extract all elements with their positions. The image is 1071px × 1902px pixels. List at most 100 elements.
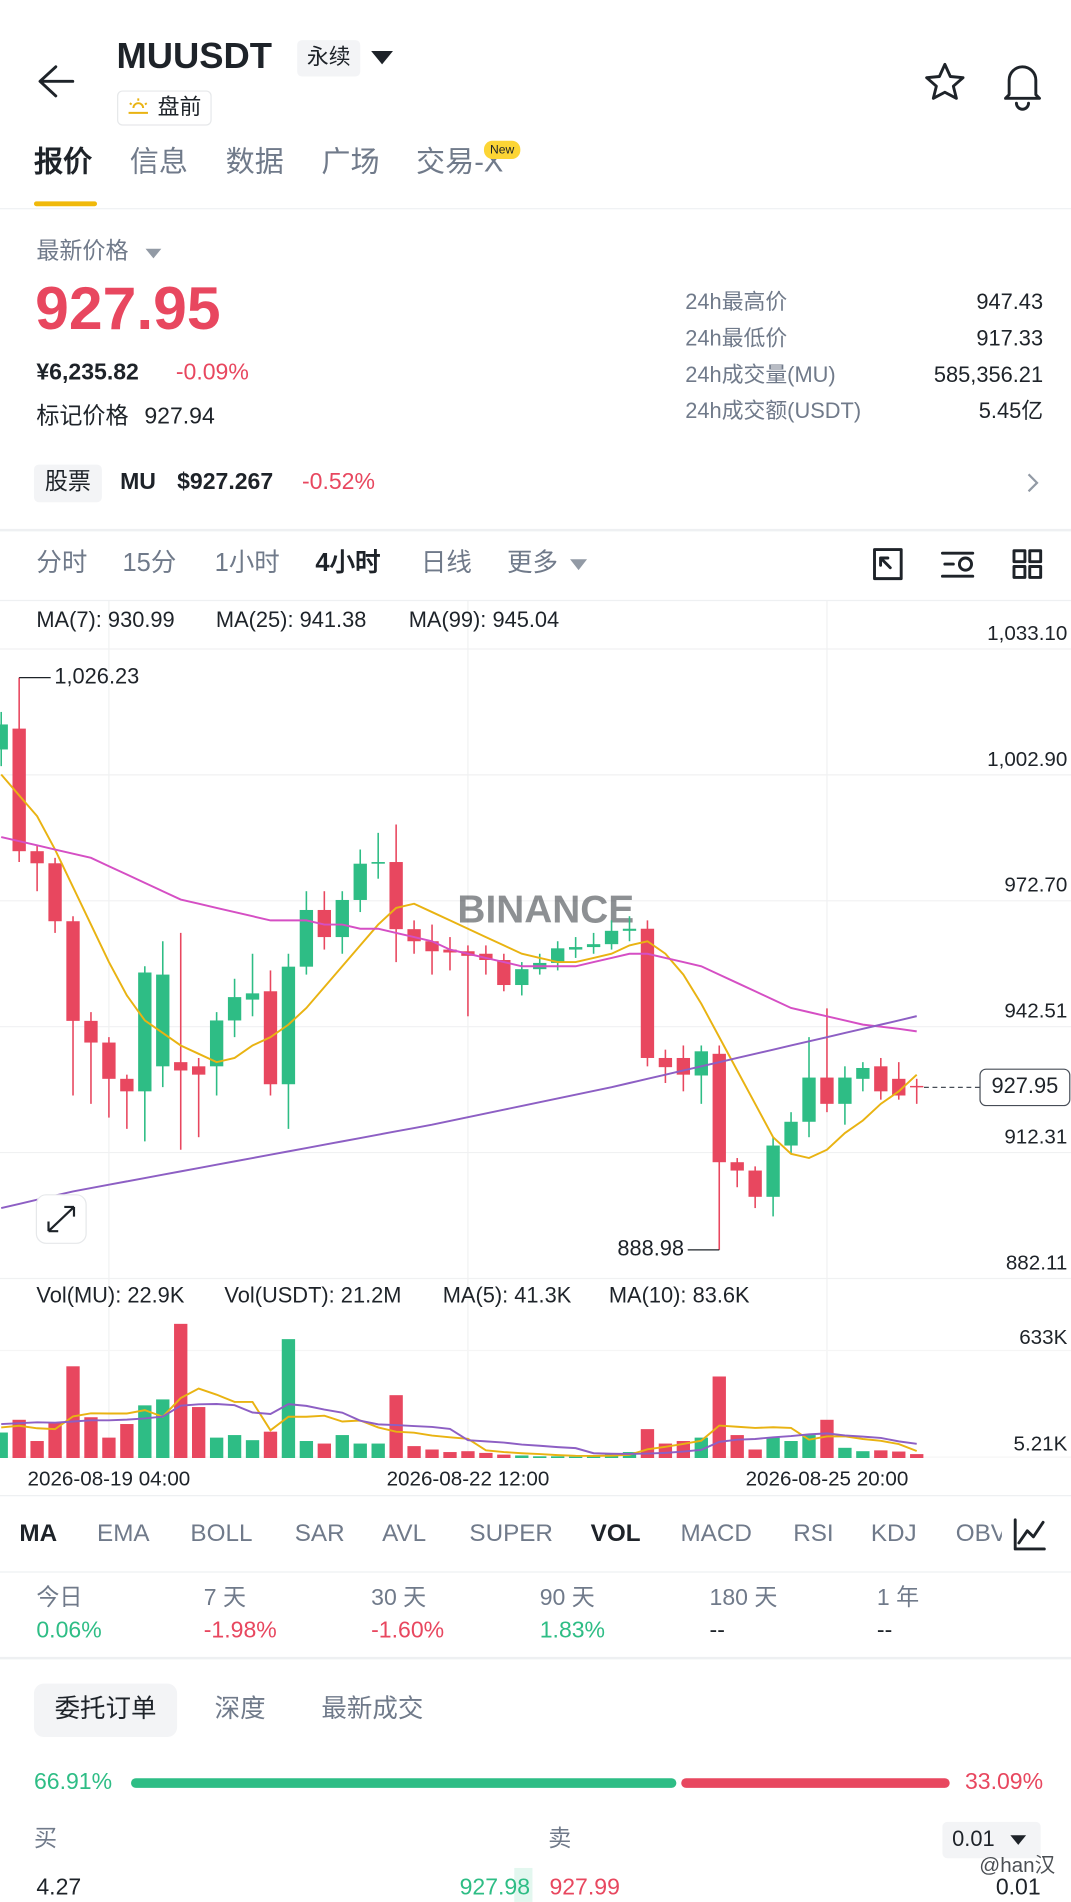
- precision-dropdown: [1010, 1835, 1027, 1845]
- interval[interactable]: 4小时: [315, 549, 380, 577]
- volume-bar: [0, 1432, 8, 1458]
- mark-price-label: 标记价格: [36, 402, 128, 428]
- symbol-dropdown[interactable]: [371, 51, 393, 65]
- perf-label: 180 天: [710, 1584, 778, 1610]
- volume-bar: [84, 1417, 98, 1458]
- perf-value: --: [877, 1617, 892, 1643]
- indicator[interactable]: BOLL: [190, 1520, 252, 1547]
- volume-bar: [192, 1407, 206, 1458]
- volume-bar: [461, 1451, 475, 1458]
- y-tick-label: 5.21K: [1014, 1432, 1068, 1455]
- volume-bar: [748, 1449, 762, 1458]
- stat-value: 917.33: [976, 325, 1043, 350]
- interval[interactable]: 分时: [36, 549, 87, 577]
- candle-body: [156, 974, 170, 1067]
- perf-label: 1 年: [877, 1584, 919, 1610]
- tab[interactable]: 报价: [34, 146, 93, 179]
- candle-body: [227, 997, 242, 1021]
- chart-watermark: BINANCE: [457, 888, 634, 931]
- order-tab[interactable]: 委托订单: [55, 1695, 157, 1723]
- candle-body: [802, 1077, 816, 1122]
- perf-label: 今日: [36, 1584, 82, 1610]
- symbol: MUUSDT: [116, 35, 272, 76]
- indicator[interactable]: SAR: [295, 1520, 345, 1547]
- order-tab[interactable]: 最新成交: [321, 1695, 423, 1723]
- volume-bar: [174, 1323, 188, 1458]
- volume-bar: [281, 1339, 296, 1458]
- indicator[interactable]: MA: [19, 1520, 57, 1547]
- indicator[interactable]: VOL: [591, 1520, 641, 1547]
- candle-body: [640, 928, 655, 1058]
- back-button[interactable]: [38, 65, 75, 98]
- volume-bar: [263, 1431, 278, 1458]
- indicator[interactable]: OBV: [956, 1520, 1008, 1547]
- indicator-settings[interactable]: [1013, 1518, 1046, 1551]
- ask-qty: 0.01: [996, 1874, 1041, 1900]
- volume-bar: [533, 1456, 547, 1458]
- candle-body: [371, 862, 385, 864]
- indicator[interactable]: KDJ: [871, 1520, 917, 1547]
- interval[interactable]: 1小时: [215, 549, 280, 577]
- volume-bar: [551, 1456, 565, 1458]
- candle-body: [353, 863, 367, 900]
- volume-bar: [317, 1443, 332, 1458]
- y-tick-label: 633K: [1019, 1326, 1067, 1349]
- tool-button[interactable]: [1012, 549, 1043, 579]
- candle-body: [910, 1085, 924, 1088]
- tool-button[interactable]: [873, 548, 903, 581]
- more-dropdown[interactable]: [570, 559, 588, 571]
- volume-bar: [838, 1447, 852, 1458]
- candle-body: [766, 1145, 780, 1197]
- interval[interactable]: 15分: [123, 549, 177, 577]
- tool-button[interactable]: [940, 551, 975, 578]
- indicator[interactable]: SUPER: [469, 1520, 553, 1547]
- y-tick-label: 882.11: [1006, 1251, 1068, 1274]
- candle-body: [892, 1078, 906, 1096]
- candle-body: [874, 1066, 888, 1092]
- candle-body: [586, 944, 601, 948]
- candle-body: [551, 948, 565, 963]
- stat-value: 947.43: [976, 289, 1043, 314]
- volume-bar: [30, 1441, 44, 1458]
- sell-label: 卖: [548, 1825, 571, 1851]
- tab[interactable]: 广场: [321, 146, 379, 179]
- candle-body: [209, 1020, 224, 1067]
- candle-body: [497, 960, 511, 986]
- volume-bar: [245, 1440, 260, 1458]
- candle-body: [784, 1121, 798, 1146]
- tab[interactable]: 数据: [226, 146, 284, 179]
- bid-depth: [514, 1867, 533, 1902]
- indicator[interactable]: EMA: [97, 1520, 150, 1547]
- perf-label: 30 天: [371, 1584, 426, 1610]
- indicator[interactable]: MACD: [680, 1520, 751, 1547]
- perf-value: --: [710, 1617, 725, 1643]
- tab[interactable]: 信息: [130, 146, 188, 179]
- price-dropdown[interactable]: [145, 248, 162, 259]
- indicator[interactable]: RSI: [793, 1520, 833, 1547]
- volume-bar: [371, 1443, 385, 1458]
- candle-body: [30, 851, 44, 864]
- candle-body: [730, 1162, 744, 1171]
- order-tab[interactable]: 深度: [215, 1695, 266, 1723]
- alert-button[interactable]: [1004, 65, 1041, 111]
- interval[interactable]: 日线: [421, 549, 472, 577]
- candle-body: [317, 909, 332, 938]
- interval[interactable]: 更多: [507, 549, 558, 577]
- bid-price: 927.98: [460, 1874, 530, 1900]
- favorite-button[interactable]: [925, 62, 965, 100]
- stock-symbol[interactable]: MU: [120, 468, 156, 494]
- candle-body: [66, 921, 80, 1021]
- candle-body: [120, 1078, 134, 1092]
- volume-bar: [425, 1449, 439, 1458]
- stock-chevron[interactable]: [1027, 473, 1039, 493]
- volume-bar: [515, 1455, 529, 1458]
- price-label: 最新价格: [36, 237, 128, 263]
- ask-price: 927.99: [549, 1874, 619, 1900]
- precision-select[interactable]: [942, 1821, 1041, 1859]
- ma-line: [0, 1015, 917, 1210]
- candle-body: [84, 1020, 98, 1043]
- indicator[interactable]: AVL: [382, 1520, 426, 1547]
- volume-bar: [497, 1454, 511, 1458]
